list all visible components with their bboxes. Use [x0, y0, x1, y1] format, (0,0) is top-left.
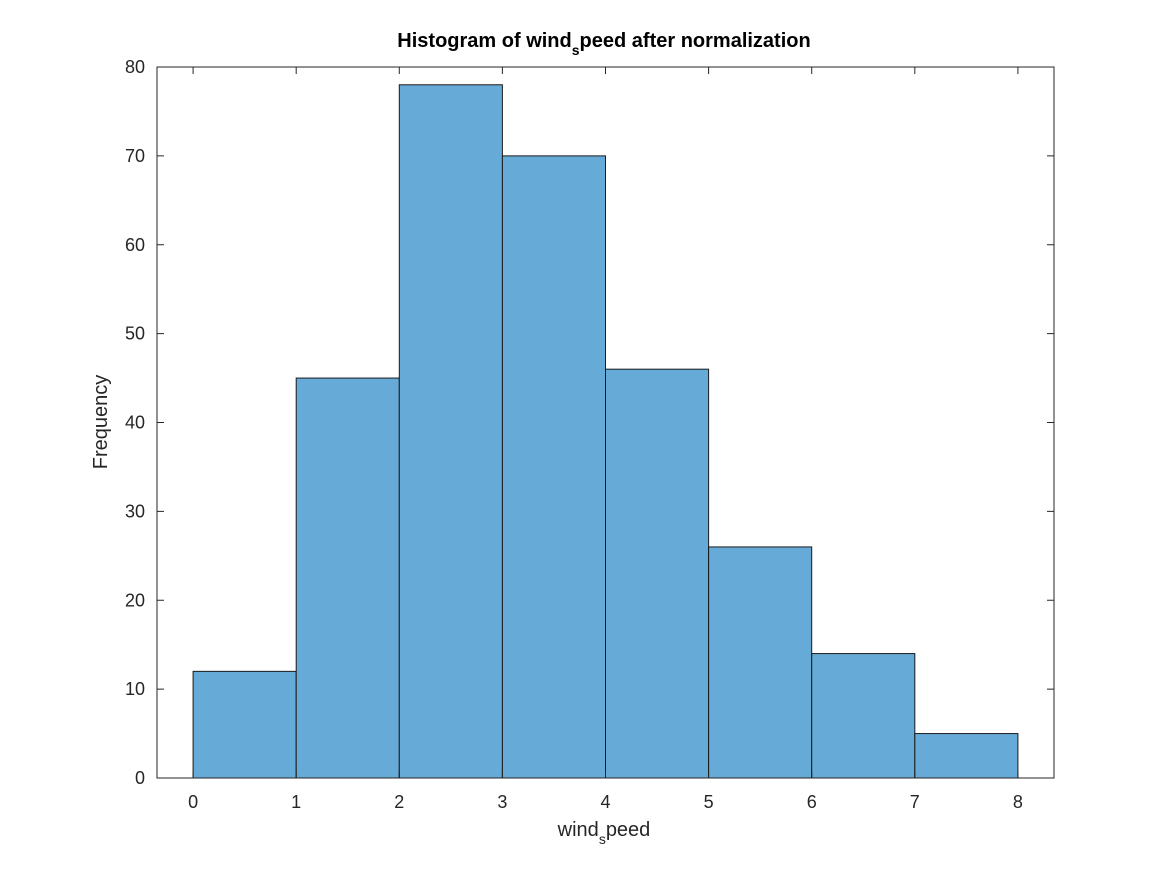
histogram-bar: [605, 368, 710, 779]
histogram-bar: [398, 84, 503, 779]
histogram-bar: [914, 733, 1019, 779]
x-tick-label: 0: [188, 792, 198, 812]
chart-title: Histogram of windspeed after normalizati…: [397, 30, 810, 58]
x-tick-label: 5: [704, 792, 714, 812]
x-tick-label: 4: [600, 792, 610, 812]
y-tick-label: 70: [125, 146, 145, 166]
y-tick-label: 10: [125, 679, 145, 699]
x-tick-label: 6: [807, 792, 817, 812]
y-tick-label: 0: [135, 768, 145, 788]
histogram-bar: [811, 653, 916, 779]
x-tick-label: 1: [291, 792, 301, 812]
y-tick-label: 50: [125, 324, 145, 344]
x-tick-label: 2: [394, 792, 404, 812]
histogram-bar: [295, 377, 400, 779]
y-tick-label: 40: [125, 413, 145, 433]
histogram-bar: [192, 670, 297, 779]
y-tick-label: 60: [125, 235, 145, 255]
x-tick-label: 3: [497, 792, 507, 812]
y-tick-label: 30: [125, 501, 145, 521]
bars-layer: [192, 84, 1019, 779]
y-tick-label: 80: [125, 57, 145, 77]
histogram-bar: [708, 546, 813, 779]
histogram-bar: [501, 155, 606, 779]
x-tick-label: 8: [1013, 792, 1023, 812]
x-tick-label: 7: [910, 792, 920, 812]
x-axis-label: windspeed: [557, 819, 651, 847]
y-axis-label: Frequency: [90, 375, 112, 470]
y-tick-label: 20: [125, 590, 145, 610]
